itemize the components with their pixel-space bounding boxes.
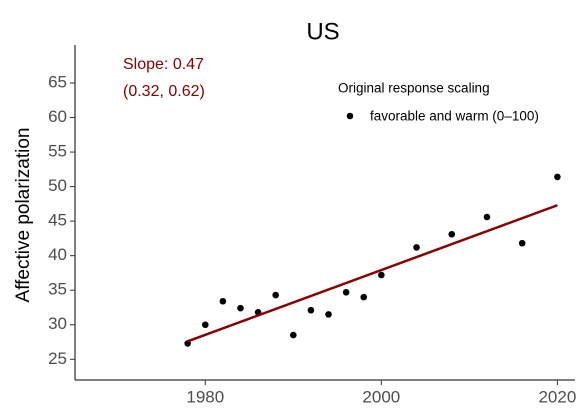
point: [342, 288, 350, 296]
y-tick-label: 55: [48, 142, 67, 161]
legend-label: favorable and warm (0–100): [370, 109, 539, 124]
y-tick-label: 50: [48, 176, 67, 195]
point: [448, 230, 456, 238]
point: [360, 293, 368, 301]
x-tick-label: 1980: [186, 387, 224, 406]
annotation: Slope: 0.47: [123, 56, 204, 73]
y-axis-label: Affective polarization: [13, 128, 34, 303]
point: [272, 291, 280, 299]
x-tick-label: 2020: [538, 387, 576, 406]
point: [201, 321, 209, 329]
y-tick-label: 35: [48, 280, 67, 299]
legend-title: Original response scaling: [338, 81, 490, 96]
chart-title: US: [306, 18, 339, 45]
point: [413, 244, 420, 251]
point: [518, 239, 526, 247]
fit-line: [187, 204, 558, 343]
point: [307, 306, 315, 314]
point: [237, 304, 244, 312]
point: [378, 271, 385, 279]
legend-marker: [346, 112, 354, 120]
point: [325, 311, 332, 318]
x-tick-label: 2000: [362, 387, 400, 406]
point: [483, 213, 491, 221]
point: [554, 173, 561, 181]
y-tick-label: 65: [48, 72, 67, 91]
y-tick-label: 30: [48, 314, 67, 333]
y-tick-label: 25: [48, 349, 67, 368]
y-tick-label: 45: [48, 211, 67, 230]
point: [290, 331, 297, 339]
y-tick-label: 60: [48, 107, 67, 126]
annotation: (0.32, 0.62): [123, 83, 205, 100]
y-tick-label: 40: [48, 245, 67, 264]
point: [219, 297, 227, 305]
